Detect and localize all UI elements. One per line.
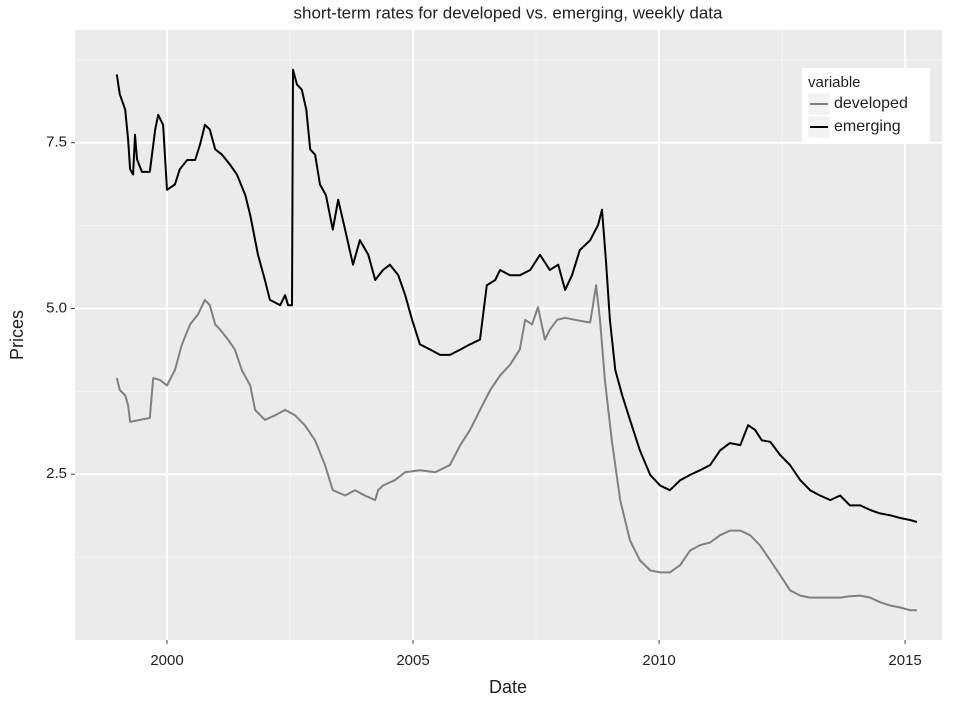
- legend-label: developed: [834, 95, 908, 112]
- series-line: [115, 284, 917, 612]
- series-line: [115, 68, 918, 523]
- y-tick-label: 7.5: [46, 134, 67, 151]
- x-tick-label: 2000: [150, 652, 183, 669]
- plot-panel: [75, 30, 942, 640]
- y-tick-label: 2.5: [46, 465, 67, 482]
- x-tick-label: 2005: [396, 652, 429, 669]
- x-tick-label: 2015: [888, 652, 921, 669]
- y-tick-label: 5.0: [46, 299, 67, 316]
- legend-label: emerging: [834, 118, 901, 135]
- x-axis-label: Date: [489, 677, 527, 697]
- y-axis-label: Prices: [7, 310, 27, 360]
- legend-title: variable: [808, 74, 861, 91]
- chart-title: short-term rates for developed vs. emerg…: [294, 3, 724, 22]
- x-tick-label: 2010: [642, 652, 675, 669]
